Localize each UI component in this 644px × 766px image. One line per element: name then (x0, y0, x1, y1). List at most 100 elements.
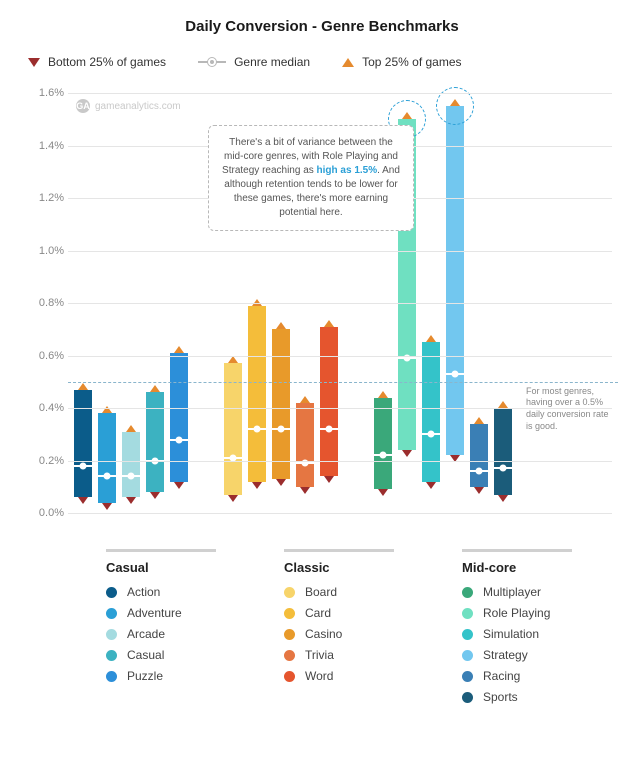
triangle-down-icon (126, 497, 136, 504)
legend-top: Bottom 25% of games Genre median Top 25%… (22, 55, 622, 69)
legend-item-label: Word (305, 669, 333, 683)
legend-item-label: Action (127, 585, 160, 599)
swatch-icon (462, 608, 473, 619)
gridline (68, 461, 612, 462)
legend-item-label: Strategy (483, 648, 528, 662)
y-axis-label: 1.2% (22, 192, 64, 204)
triangle-down-icon (276, 479, 286, 486)
triangle-down-icon (150, 492, 160, 499)
swatch-icon (284, 587, 295, 598)
reference-line (68, 382, 618, 383)
swatch-icon (106, 671, 117, 682)
swatch-icon (284, 671, 295, 682)
chart-area: 0.0%0.2%0.4%0.6%0.8%1.0%1.2%1.4%1.6%For … (68, 93, 612, 513)
bar-racing (470, 424, 488, 487)
bar-word (320, 327, 338, 477)
triangle-down-icon (474, 487, 484, 494)
gridline (68, 251, 612, 252)
triangle-down-icon (78, 497, 88, 504)
y-axis-label: 0.8% (22, 297, 64, 309)
triangle-up-icon (426, 335, 436, 342)
triangle-down-icon (28, 58, 40, 67)
gridline (68, 513, 612, 514)
triangle-up-icon (174, 346, 184, 353)
y-axis-label: 0.0% (22, 507, 64, 519)
legend-item: Trivia (284, 648, 394, 662)
legend-item-label: Casino (305, 627, 342, 641)
triangle-down-icon (174, 482, 184, 489)
triangle-down-icon (378, 489, 388, 496)
legend-group-header: Classic (284, 549, 394, 575)
swatch-icon (106, 650, 117, 661)
y-axis-label: 0.2% (22, 455, 64, 467)
watermark-badge-icon: GA (76, 99, 90, 113)
legend-item: Role Playing (462, 606, 572, 620)
median-icon (198, 58, 226, 66)
legend-item: Puzzle (106, 669, 216, 683)
y-axis-label: 1.6% (22, 87, 64, 99)
triangle-up-icon (300, 396, 310, 403)
legend-item-label: Board (305, 585, 337, 599)
swatch-icon (462, 629, 473, 640)
legend-item: Card (284, 606, 394, 620)
legend-item-label: Role Playing (483, 606, 550, 620)
bar-multiplayer (374, 398, 392, 490)
triangle-down-icon (252, 482, 262, 489)
triangle-down-icon (402, 450, 412, 457)
triangle-up-icon (228, 356, 238, 363)
legend-item: Word (284, 669, 394, 683)
swatch-icon (106, 587, 117, 598)
swatch-icon (284, 650, 295, 661)
legend-item: Multiplayer (462, 585, 572, 599)
legend-group-header: Casual (106, 549, 216, 575)
bottom-legend: CasualActionAdventureArcadeCasualPuzzleC… (106, 549, 622, 711)
swatch-icon (462, 671, 473, 682)
legend-median-label: Genre median (234, 55, 310, 69)
bar-arcade (122, 432, 140, 498)
triangle-up-icon (324, 320, 334, 327)
legend-item-label: Adventure (127, 606, 182, 620)
legend-item: Sports (462, 690, 572, 704)
swatch-icon (106, 608, 117, 619)
triangle-up-icon (378, 391, 388, 398)
legend-item: Simulation (462, 627, 572, 641)
swatch-icon (284, 608, 295, 619)
legend-item-label: Simulation (483, 627, 539, 641)
bar-board (224, 363, 242, 494)
legend-item-label: Card (305, 606, 331, 620)
bar-casino (272, 329, 290, 479)
swatch-icon (106, 629, 117, 640)
legend-item: Action (106, 585, 216, 599)
swatch-icon (462, 587, 473, 598)
chart-title: Daily Conversion - Genre Benchmarks (22, 18, 622, 35)
reference-note: For most genres, having over a 0.5% dail… (526, 386, 616, 433)
gridline (68, 356, 612, 357)
bar-action (74, 390, 92, 498)
bar-strategy (446, 106, 464, 455)
y-axis-label: 1.4% (22, 140, 64, 152)
legend-group-header: Mid-core (462, 549, 572, 575)
legend-item: Board (284, 585, 394, 599)
swatch-icon (462, 650, 473, 661)
bar-trivia (296, 403, 314, 487)
watermark: GAgameanalytics.com (76, 99, 181, 113)
gridline (68, 93, 612, 94)
swatch-icon (462, 692, 473, 703)
triangle-down-icon (300, 487, 310, 494)
triangle-down-icon (426, 482, 436, 489)
bar-adventure (98, 413, 116, 502)
legend-item: Arcade (106, 627, 216, 641)
legend-item-label: Arcade (127, 627, 165, 641)
triangle-up-icon (78, 383, 88, 390)
y-axis-label: 0.4% (22, 402, 64, 414)
y-axis-label: 0.6% (22, 350, 64, 362)
legend-item-label: Racing (483, 669, 520, 683)
legend-item: Strategy (462, 648, 572, 662)
gridline (68, 303, 612, 304)
legend-item-label: Trivia (305, 648, 334, 662)
triangle-up-icon (150, 385, 160, 392)
swatch-icon (284, 629, 295, 640)
triangle-up-icon (126, 425, 136, 432)
legend-item: Racing (462, 669, 572, 683)
triangle-down-icon (102, 503, 112, 510)
